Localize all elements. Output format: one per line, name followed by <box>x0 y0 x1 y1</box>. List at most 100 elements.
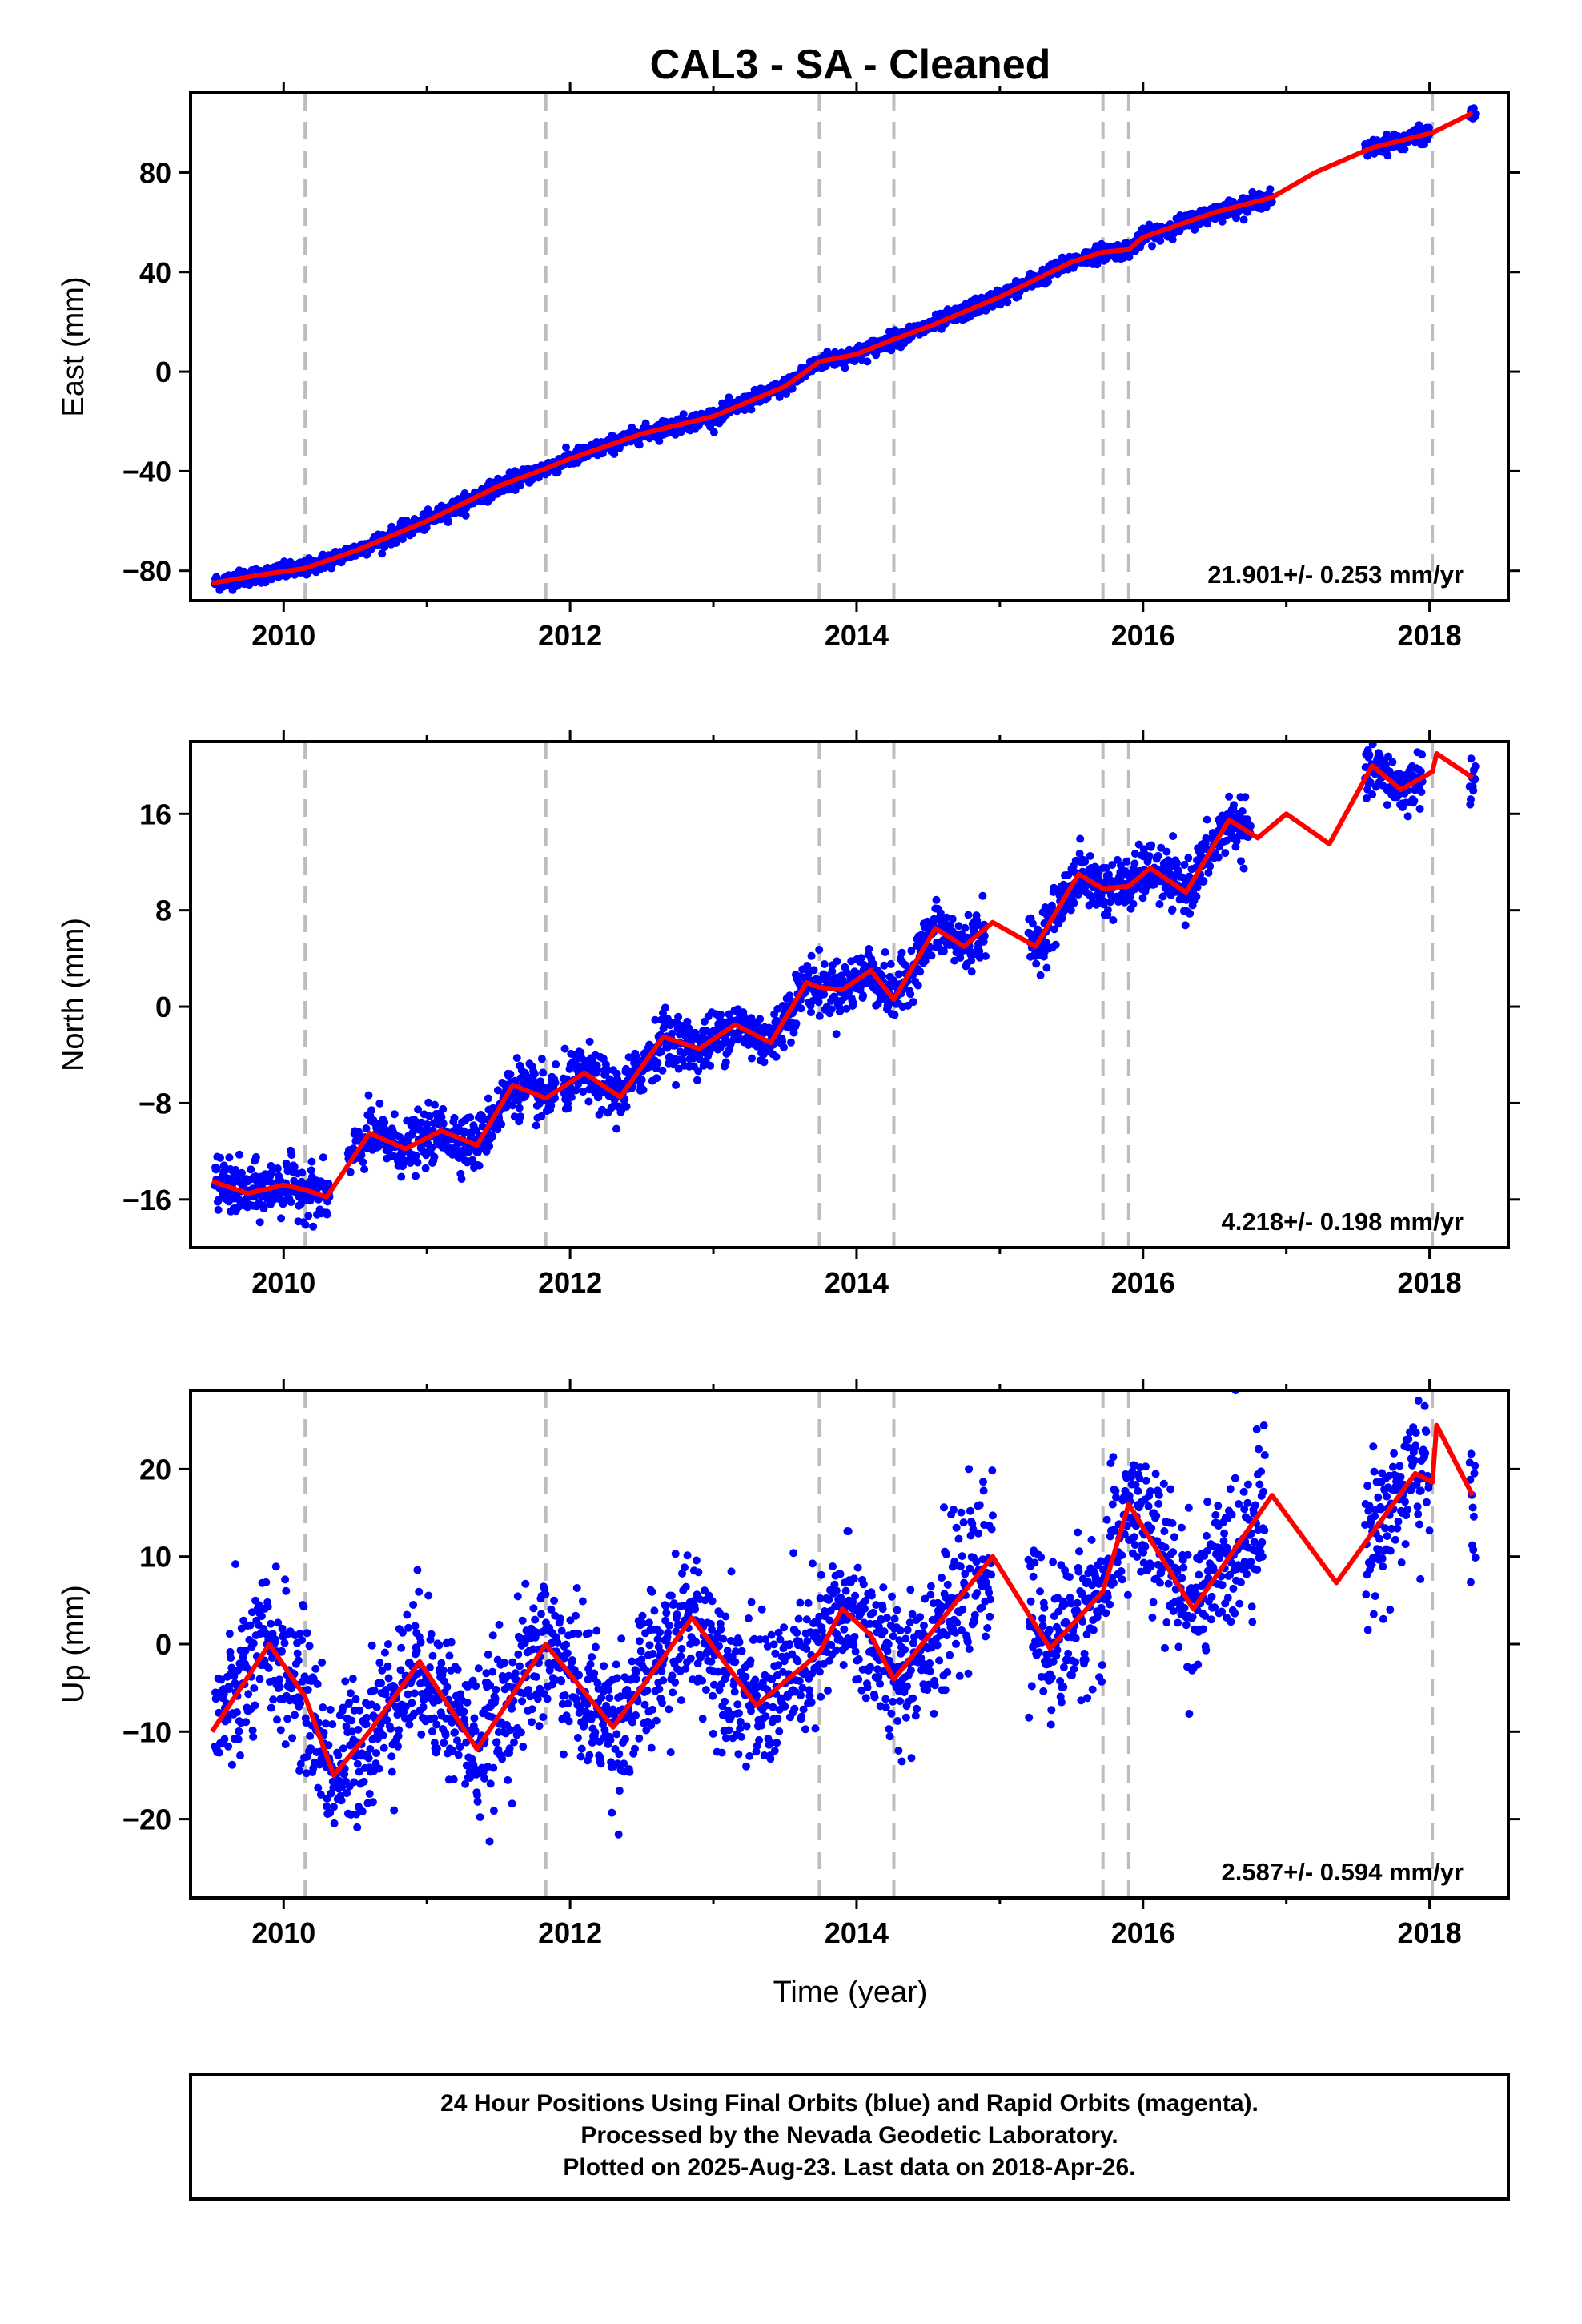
data-point <box>1070 899 1078 907</box>
data-point <box>339 1744 347 1753</box>
data-point <box>307 1744 315 1753</box>
data-point <box>307 1157 316 1166</box>
data-point <box>338 1783 347 1791</box>
data-point <box>1206 862 1215 870</box>
data-point <box>782 390 790 398</box>
data-point <box>274 1618 283 1627</box>
data-point <box>370 1686 379 1695</box>
data-point <box>857 954 865 963</box>
data-point <box>1425 123 1433 132</box>
data-point <box>484 1094 492 1103</box>
data-point <box>396 1132 404 1141</box>
data-point <box>248 1726 257 1735</box>
data-point <box>927 951 936 960</box>
data-point <box>412 1152 420 1160</box>
data-point <box>485 1142 494 1151</box>
data-point <box>217 1675 226 1684</box>
step-lines <box>303 1390 1435 1898</box>
data-point <box>1368 790 1377 798</box>
x-tick-label: 2012 <box>538 1266 602 1299</box>
data-point <box>1168 905 1177 914</box>
data-point <box>421 1164 430 1172</box>
data-point <box>241 1647 250 1655</box>
data-point <box>363 1713 371 1722</box>
data-point <box>1214 853 1223 862</box>
data-point <box>299 1602 308 1611</box>
data-point <box>294 1656 303 1665</box>
data-point <box>277 1214 286 1223</box>
data-point <box>223 1715 232 1724</box>
data-point <box>249 1639 258 1647</box>
data-point <box>1036 971 1045 979</box>
model-fit-line <box>211 111 1474 586</box>
data-point <box>281 1575 290 1584</box>
data-point <box>797 1004 805 1013</box>
data-point <box>1154 851 1162 860</box>
data-point <box>1174 866 1182 875</box>
data-point <box>536 1077 545 1086</box>
data-point <box>291 1711 299 1719</box>
data-point <box>693 1076 701 1084</box>
data-point <box>1129 899 1138 908</box>
y-tick-label: 0 <box>155 356 171 388</box>
data-point <box>907 947 916 955</box>
data-point <box>530 1069 539 1078</box>
data-point <box>488 1132 496 1141</box>
data-point <box>352 1810 361 1819</box>
data-point <box>772 1052 781 1061</box>
data-point <box>532 1121 540 1130</box>
data-point <box>1225 792 1234 801</box>
data-point <box>1076 834 1085 843</box>
data-point <box>515 1104 524 1112</box>
data-point <box>430 1152 439 1161</box>
data-point <box>354 1725 363 1734</box>
data-point <box>734 1033 743 1042</box>
data-point <box>235 1727 243 1735</box>
data-point <box>1388 758 1397 766</box>
data-point <box>820 960 829 968</box>
data-point <box>1199 877 1208 885</box>
data-point <box>890 1011 899 1019</box>
data-point <box>282 1586 291 1595</box>
data-point <box>897 948 906 957</box>
data-point <box>293 1649 302 1658</box>
data-point <box>683 1017 692 1026</box>
data-point <box>468 1156 477 1164</box>
data-point <box>603 1066 612 1075</box>
data-point <box>827 1005 836 1014</box>
data-point <box>1467 754 1476 763</box>
data-point <box>1471 110 1480 118</box>
data-point <box>295 1767 303 1775</box>
data-point <box>263 1602 272 1611</box>
data-points <box>211 742 1480 1231</box>
data-point <box>355 1767 363 1776</box>
data-point <box>283 1715 292 1723</box>
data-point <box>246 1621 255 1630</box>
data-point <box>1415 805 1424 813</box>
data-point <box>1042 963 1051 972</box>
data-point <box>807 951 816 960</box>
data-point <box>1117 861 1125 870</box>
data-point <box>460 1128 469 1137</box>
data-point <box>961 923 970 932</box>
step-lines <box>303 742 1435 1248</box>
data-point <box>275 1675 283 1684</box>
x-tick-label: 2010 <box>251 619 315 652</box>
data-point <box>244 1690 253 1699</box>
x-tick-label: 2018 <box>1398 1266 1462 1299</box>
data-point <box>942 913 950 922</box>
data-point <box>339 1703 347 1712</box>
data-point <box>842 1004 851 1013</box>
data-point <box>250 1684 259 1692</box>
data-point <box>408 1128 417 1137</box>
data-point <box>803 962 812 970</box>
data-point <box>592 1061 601 1070</box>
data-point <box>760 1058 769 1067</box>
data-point <box>1172 858 1181 867</box>
data-point <box>747 405 756 414</box>
data-point <box>845 987 853 996</box>
data-point <box>668 1029 677 1038</box>
data-point <box>259 1204 268 1213</box>
data-point <box>674 1012 683 1021</box>
data-point <box>869 960 878 968</box>
